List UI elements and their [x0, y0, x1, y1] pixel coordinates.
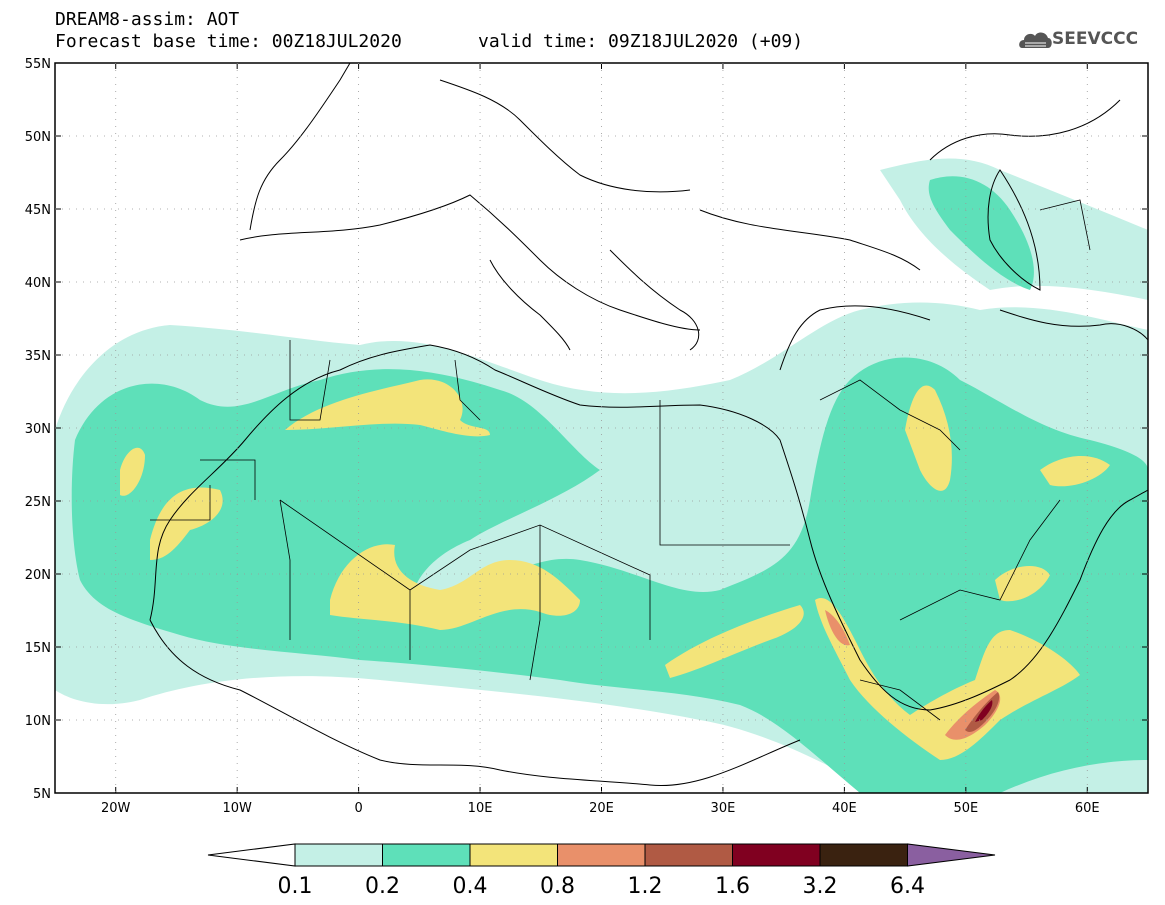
colorbar-label: 0.1: [278, 874, 313, 899]
coastlines: [149, 63, 1148, 787]
aot-high-region-canary: [120, 447, 145, 496]
aot-high-region-sudan: [665, 605, 804, 678]
aot-vhigh-region: [945, 690, 1001, 740]
lat-label: 55N: [25, 57, 51, 72]
colorbar-box: [732, 843, 821, 867]
lon-label: 10E: [468, 801, 493, 816]
colorbar-box: [644, 843, 733, 867]
aot-high-region-sahel: [330, 544, 580, 630]
lat-label: 5N: [33, 787, 51, 802]
lat-label: 40N: [25, 276, 51, 291]
lon-label: 30E: [711, 801, 736, 816]
borders: [150, 199, 1091, 721]
lon-label: 60E: [1075, 801, 1100, 816]
map-title: DREAM8-assim: AOT: [55, 9, 240, 30]
axis-ticks: [55, 62, 1148, 794]
lon-label: 20W: [101, 801, 131, 816]
lat-label: 30N: [25, 422, 51, 437]
colorbar-box: [469, 843, 558, 867]
forecast-base-time: Forecast base time: 00Z18JUL2020: [55, 31, 402, 52]
colorbar-box: [294, 843, 383, 867]
colorbar-boxes: [207, 843, 996, 867]
colorbar-right-arrow: [907, 843, 996, 867]
colorbar-box: [382, 843, 471, 867]
lat-label: 45N: [25, 203, 51, 218]
colorbar-label: 0.8: [540, 874, 575, 899]
lon-label: 20E: [589, 801, 614, 816]
lat-label: 25N: [25, 495, 51, 510]
colorbar-box: [819, 843, 908, 867]
lat-label: 20N: [25, 568, 51, 583]
logo-text: SEEVCCC: [1052, 29, 1139, 49]
aot-high-region-oman: [995, 565, 1050, 602]
colorbar-label: 6.4: [890, 874, 925, 899]
lat-label: 15N: [25, 641, 51, 656]
aot-high-region-gulf: [1040, 455, 1110, 487]
colorbar-labels: 0.1 0.2 0.4 0.8 1.2 1.6 3.2 6.4: [278, 874, 926, 899]
aot-mid-region-caspian: [928, 176, 1034, 290]
colorbar-label: 0.4: [453, 874, 488, 899]
aot-high-region-sahara: [285, 379, 490, 437]
colorbar-box: [557, 843, 646, 867]
colorbar-left-arrow: [207, 843, 296, 867]
latitude-labels: 55N 50N 45N 40N 35N 30N 25N 20N 15N 10N 5N: [25, 57, 51, 802]
colorbar-label: 3.2: [803, 874, 838, 899]
aot-peak-region: [975, 700, 993, 722]
lon-label: 0: [354, 801, 362, 816]
valid-time: valid time: 09Z18JUL2020 (+09): [478, 31, 804, 52]
lat-label: 35N: [25, 349, 51, 364]
aot-vhigh-region-eritrea: [825, 610, 850, 646]
longitude-labels: 20W 10W 0 10E 20E 30E 40E 50E 60E: [101, 801, 1100, 816]
lon-label: 50E: [953, 801, 978, 816]
aot-high-region-arabia: [905, 385, 952, 491]
colorbar-label: 1.6: [715, 874, 750, 899]
cloud-logo-icon: [1019, 32, 1052, 48]
colorbar-label: 1.2: [628, 874, 663, 899]
lon-label: 10W: [222, 801, 252, 816]
lat-label: 10N: [25, 714, 51, 729]
aot-high-region-westafrica: [150, 487, 223, 560]
lon-label: 40E: [832, 801, 857, 816]
lat-label: 50N: [25, 130, 51, 145]
colorbar-label: 0.2: [365, 874, 400, 899]
aot-high-region-redsea: [815, 598, 1080, 760]
